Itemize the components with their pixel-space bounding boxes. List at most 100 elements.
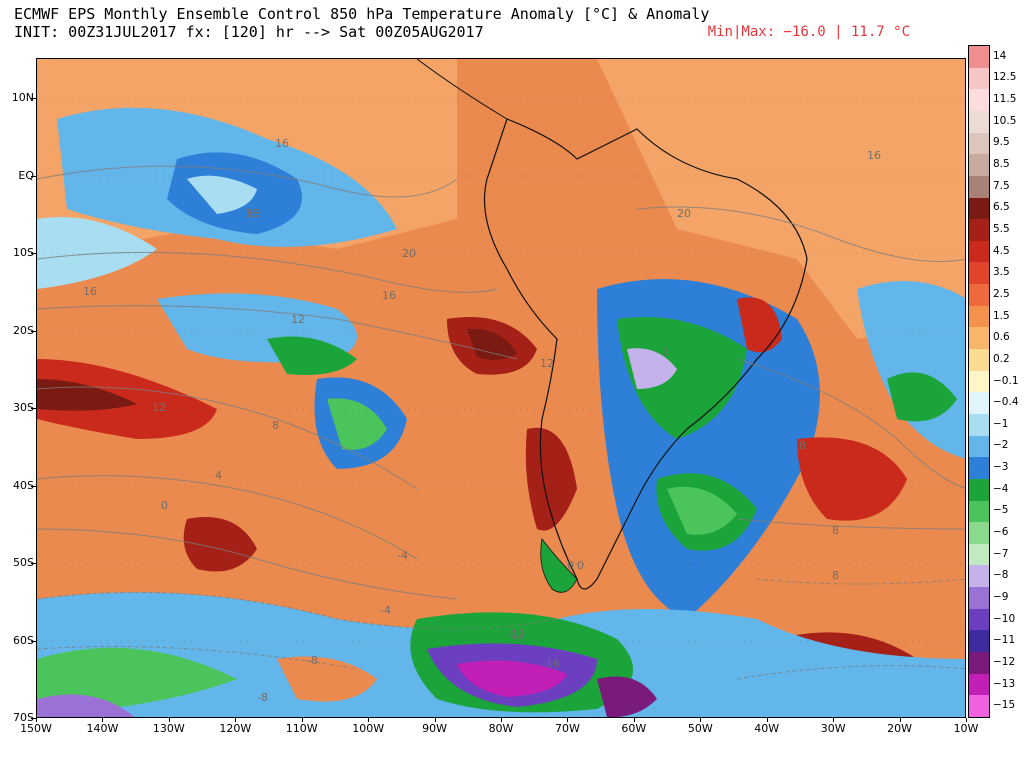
longitude-tick (434, 718, 436, 722)
latitude-label: 50S (13, 556, 34, 569)
longitude-tick (833, 718, 835, 722)
contour-label: -16 (542, 657, 560, 670)
longitude-tick (966, 718, 967, 722)
colorbar-swatch (969, 262, 989, 285)
latitude-tick (31, 718, 36, 719)
contour-label: -4 (380, 604, 391, 617)
colorbar-label: −9 (993, 590, 1009, 603)
colorbar-label: 0.6 (993, 331, 1010, 344)
colorbar-label: −4 (993, 482, 1009, 495)
contour-label: 8 (832, 569, 839, 582)
longitude-tick (633, 718, 635, 722)
colorbar-swatch (969, 500, 989, 523)
colorbar-swatch (969, 478, 989, 502)
contour-label: -12 (507, 627, 525, 640)
colorbar-swatch (969, 630, 989, 653)
longitude-label: 60W (621, 722, 647, 735)
colorbar-swatch (969, 543, 989, 566)
longitude-label: 30W (820, 722, 846, 735)
latitude-tick (31, 330, 36, 332)
colorbar-label: −7 (993, 547, 1009, 560)
longitude-label: 10W (953, 722, 979, 735)
colorbar-swatch (969, 219, 989, 242)
longitude-tick (567, 718, 569, 722)
colorbar-label: 5.5 (993, 222, 1010, 235)
longitude-label: 50W (687, 722, 713, 735)
longitude-tick (700, 718, 702, 722)
contour-label: 0 (567, 559, 574, 572)
colorbar-label: 14 (993, 49, 1007, 62)
contour-label: 0 (161, 499, 168, 512)
colorbar (968, 45, 990, 718)
latitude-label: EQ (18, 168, 34, 182)
contour-label: 12 (152, 401, 166, 414)
contour-label: -12 (507, 629, 525, 642)
colorbar-swatch (969, 587, 989, 610)
latitude-tick (31, 98, 36, 99)
colorbar-swatch (969, 457, 989, 480)
latitude-label: 10N (11, 91, 34, 104)
longitude-label: 140W (86, 722, 119, 735)
longitude-tick (899, 718, 901, 722)
colorbar-label: 11.5 (993, 93, 1017, 106)
colorbar-swatch (969, 413, 989, 437)
longitude-tick (368, 718, 370, 722)
colorbar-label: 8.5 (993, 158, 1010, 171)
longitude-label: 130W (152, 722, 185, 735)
contour-label: 16 (245, 207, 259, 220)
latitude-tick (31, 563, 36, 564)
colorbar-label: −12 (993, 655, 1016, 668)
latitude-label: 40S (13, 478, 34, 492)
colorbar-swatch (969, 240, 989, 263)
colorbar-swatch (969, 305, 989, 328)
colorbar-swatch (969, 154, 989, 177)
contour-label: 16 (382, 289, 396, 302)
latitude-label: 70S (13, 711, 34, 724)
longitude-tick (168, 718, 170, 722)
colorbar-swatch (969, 349, 989, 372)
colorbar-swatch (969, 652, 989, 675)
latitude-label: 10S (13, 246, 34, 259)
contour-label: 16 (275, 137, 289, 150)
contour-label: 16 (247, 207, 261, 220)
colorbar-label: 12.5 (993, 71, 1017, 84)
colorbar-label: 3.5 (993, 266, 1010, 279)
contour-label: 8 (272, 419, 279, 432)
colorbar-label: −0.1 (993, 374, 1019, 387)
longitude-label: 70W (554, 722, 580, 735)
colorbar-swatch (969, 565, 989, 588)
colorbar-label: −0.4 (993, 396, 1019, 409)
colorbar-label: −10 (993, 612, 1016, 625)
latitude-tick (31, 485, 36, 487)
longitude-label: 110W (285, 722, 318, 735)
colorbar-label: −11 (993, 634, 1016, 647)
colorbar-swatch (969, 608, 989, 631)
latitude-tick (31, 640, 36, 642)
longitude-tick (36, 718, 37, 722)
colorbar-swatch (969, 522, 989, 545)
longitude-label: 40W (754, 722, 780, 735)
longitude-label: 100W (352, 722, 385, 735)
longitude-label: 80W (488, 722, 514, 735)
contour-label: 16 (83, 285, 97, 298)
chart-title: ECMWF EPS Monthly Ensemble Control 850 h… (14, 5, 710, 23)
longitude-tick (301, 718, 303, 722)
contour-label: -8 (257, 691, 268, 704)
colorbar-label: 10.5 (993, 114, 1017, 127)
contour-label: 4 (215, 469, 222, 482)
anomaly-map: 16 16 20 16 12 16 16 20 12 8 4 0 -4 -8 -12 -8 -4 0 -16 8 12 8… (36, 58, 966, 718)
colorbar-swatch (969, 392, 989, 415)
colorbar-label: −13 (993, 677, 1016, 690)
min-max-readout: Min|Max: −16.0 | 11.7 °C (707, 24, 910, 40)
colorbar-label: 7.5 (993, 179, 1010, 192)
latitude-tick (31, 253, 36, 254)
contour-label: 20 (677, 207, 691, 220)
colorbar-label: −8 (993, 569, 1009, 582)
colorbar-swatch (969, 132, 989, 155)
contour-label: -4 (397, 549, 408, 562)
colorbar-label: −6 (993, 526, 1009, 539)
longitude-tick (766, 718, 768, 722)
colorbar-label: 0.2 (993, 352, 1010, 365)
colorbar-swatch (969, 370, 989, 393)
colorbar-label: −3 (993, 461, 1009, 474)
